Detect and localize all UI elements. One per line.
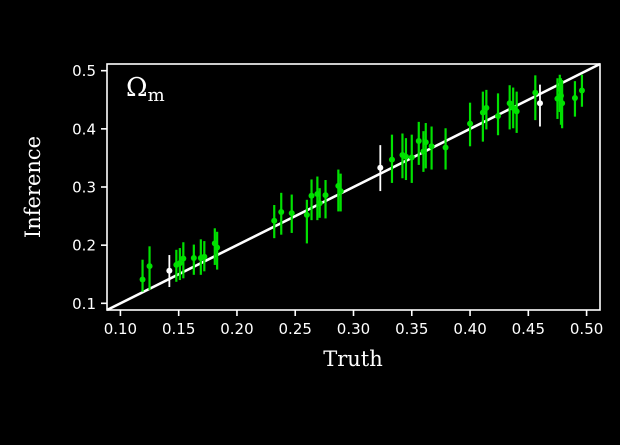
identity-line (106, 62, 601, 312)
axes-layer: 0.10 0.15 0.20 0.25 0.30 0.35 0.40 0.45 0.50 0.1 0… (72, 62, 603, 338)
y-axis-label: Inference (21, 136, 45, 238)
y-tick-label: 0.4 (72, 120, 96, 138)
y-tick-label: 0.2 (72, 237, 96, 255)
data-point-marker (308, 192, 315, 199)
x-tick-label: 0.25 (279, 320, 312, 338)
data-point-marker (415, 138, 422, 145)
data-point-marker (532, 89, 539, 96)
data-point-marker (559, 100, 566, 107)
data-point-marker (422, 139, 429, 146)
x-tick-label: 0.50 (570, 320, 603, 338)
data-point-marker (408, 154, 415, 161)
data-point-marker (288, 210, 295, 217)
data-point-marker (388, 156, 395, 163)
x-tick-label: 0.20 (220, 320, 253, 338)
data-point-marker (513, 108, 520, 115)
data-point-marker (303, 211, 310, 218)
data-points-layer (139, 74, 585, 292)
data-point-marker (180, 255, 187, 262)
data-point-marker (166, 267, 173, 274)
data-point-marker (495, 113, 502, 120)
data-point-marker (571, 95, 578, 102)
x-tick-label: 0.40 (453, 320, 486, 338)
y-tick-label: 0.5 (72, 62, 96, 80)
data-point-marker (402, 153, 409, 160)
data-point-marker (139, 276, 146, 283)
data-point-marker (316, 200, 323, 207)
data-point-marker (337, 188, 344, 195)
data-point-marker (176, 260, 183, 267)
data-point-marker (278, 209, 285, 216)
data-point-marker (536, 100, 543, 107)
x-tick-label: 0.10 (104, 320, 137, 338)
data-point-marker (483, 104, 490, 111)
identity-line-layer (106, 62, 601, 312)
data-point-marker (428, 143, 435, 150)
data-point-marker (190, 254, 197, 261)
data-point-marker (201, 253, 208, 260)
white-points (166, 84, 543, 288)
x-tick-label: 0.45 (512, 320, 545, 338)
data-point-marker (377, 164, 384, 171)
data-point-marker (146, 263, 153, 270)
x-tick-label: 0.15 (162, 320, 195, 338)
y-tick-label: 0.1 (72, 295, 96, 313)
data-point-marker (506, 100, 513, 107)
omega-m-annotation: Ωm (126, 73, 165, 106)
y-tick-label: 0.3 (72, 179, 96, 197)
data-point-marker (479, 109, 486, 116)
data-point-marker (442, 144, 449, 151)
data-point-marker (214, 244, 221, 251)
x-tick-label: 0.30 (337, 320, 370, 338)
data-point-marker (467, 120, 474, 127)
data-point-marker (578, 87, 585, 94)
x-axis-label: Truth (323, 347, 383, 371)
green-points (139, 74, 585, 292)
x-tick-label: 0.35 (395, 320, 428, 338)
data-point-marker (271, 217, 278, 224)
data-point-marker (322, 192, 329, 199)
